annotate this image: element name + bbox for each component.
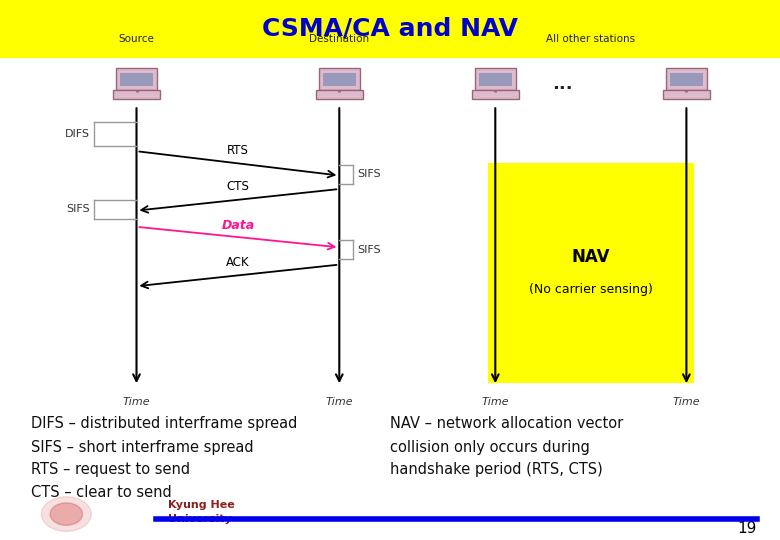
Text: RTS – request to send: RTS – request to send xyxy=(31,462,190,477)
Bar xyxy=(479,73,512,86)
Text: SIFS: SIFS xyxy=(66,204,90,214)
Text: CTS: CTS xyxy=(226,180,250,193)
Text: SIFS: SIFS xyxy=(357,245,381,255)
Text: Time: Time xyxy=(481,397,509,407)
Bar xyxy=(323,73,356,86)
Text: CTS – clear to send: CTS – clear to send xyxy=(31,485,172,500)
Text: NAV: NAV xyxy=(572,248,610,266)
Text: RTS: RTS xyxy=(227,144,249,157)
Text: Data: Data xyxy=(222,219,254,232)
Bar xyxy=(113,90,160,99)
Text: Time: Time xyxy=(122,397,151,407)
Text: ...: ... xyxy=(552,75,573,93)
Bar xyxy=(120,73,153,86)
Text: Time: Time xyxy=(325,397,353,407)
Text: handshake period (RTS, CTS): handshake period (RTS, CTS) xyxy=(390,462,603,477)
Bar xyxy=(666,68,707,90)
Circle shape xyxy=(41,497,91,531)
Text: (No carrier sensing): (No carrier sensing) xyxy=(529,283,653,296)
Text: Time: Time xyxy=(672,397,700,407)
Text: collision only occurs during: collision only occurs during xyxy=(390,440,590,455)
Text: ACK: ACK xyxy=(226,256,250,269)
Text: SIFS – short interframe spread: SIFS – short interframe spread xyxy=(31,440,254,455)
Bar xyxy=(116,68,157,90)
Text: SIFS: SIFS xyxy=(357,169,381,179)
Text: Source: Source xyxy=(119,34,154,44)
Text: DIFS: DIFS xyxy=(65,129,90,139)
Text: Kyung Hee
University: Kyung Hee University xyxy=(168,500,235,524)
Bar xyxy=(663,90,710,99)
Bar xyxy=(475,68,516,90)
Text: DIFS – distributed interframe spread: DIFS – distributed interframe spread xyxy=(31,416,298,431)
Bar xyxy=(472,90,519,99)
Text: CSMA/CA and NAV: CSMA/CA and NAV xyxy=(262,16,518,40)
Bar xyxy=(488,163,694,383)
Text: All other stations: All other stations xyxy=(546,34,636,44)
Circle shape xyxy=(50,503,83,525)
Text: Destination: Destination xyxy=(309,34,370,44)
Bar xyxy=(316,90,363,99)
Bar xyxy=(0,0,780,57)
Bar xyxy=(319,68,360,90)
Text: NAV – network allocation vector: NAV – network allocation vector xyxy=(390,416,623,431)
Text: 19: 19 xyxy=(737,521,757,536)
Bar xyxy=(670,73,703,86)
